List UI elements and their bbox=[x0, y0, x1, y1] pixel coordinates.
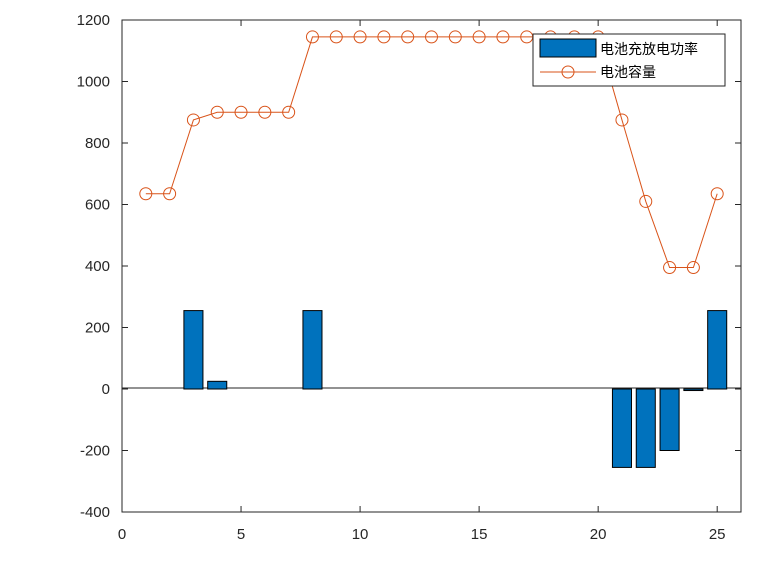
y-tick-label: 800 bbox=[85, 135, 110, 152]
line-marker bbox=[472, 30, 486, 44]
line-marker bbox=[425, 30, 438, 44]
y-tick-label: 200 bbox=[85, 320, 110, 337]
line-marker bbox=[448, 30, 462, 44]
line-marker bbox=[234, 105, 248, 119]
y-tick-label: 400 bbox=[85, 258, 110, 275]
line-marker bbox=[639, 194, 653, 208]
line-marker bbox=[210, 105, 224, 119]
line-marker bbox=[686, 261, 700, 275]
line-marker bbox=[139, 187, 153, 201]
y-tick-label: 1200 bbox=[77, 12, 110, 29]
bar bbox=[707, 310, 728, 390]
legend-label-capacity: 电池容量 bbox=[600, 64, 656, 81]
line-marker bbox=[615, 113, 629, 127]
line-marker bbox=[663, 261, 677, 275]
y-axis: -400 -200 0 200 400 600 800 1000 1200 bbox=[77, 12, 741, 521]
bar bbox=[207, 380, 228, 390]
bar bbox=[611, 388, 632, 468]
x-tick-label: 25 bbox=[709, 526, 726, 543]
y-tick-label: 1000 bbox=[77, 74, 110, 91]
bar bbox=[635, 388, 656, 468]
line-marker bbox=[258, 105, 272, 119]
line-marker bbox=[353, 30, 367, 44]
x-tick-label: 10 bbox=[352, 526, 369, 543]
legend-swatch-bar bbox=[539, 38, 597, 58]
line-marker bbox=[496, 30, 510, 44]
x-tick-label: 20 bbox=[590, 526, 607, 543]
line-marker bbox=[305, 30, 319, 44]
bar bbox=[659, 388, 680, 451]
line-marker bbox=[186, 113, 200, 127]
bar bbox=[302, 310, 323, 390]
legend-swatch-marker bbox=[561, 65, 575, 79]
line-marker bbox=[282, 105, 296, 119]
x-tick-label: 5 bbox=[237, 526, 245, 543]
legend: 电池充放电功率 电池容量 bbox=[532, 33, 726, 87]
line-marker bbox=[710, 187, 724, 201]
y-tick-label: 600 bbox=[85, 197, 110, 214]
legend-label-power: 电池充放电功率 bbox=[600, 41, 698, 58]
x-tick-label: 0 bbox=[118, 526, 126, 543]
line-marker bbox=[163, 187, 177, 201]
y-tick-label: 0 bbox=[102, 381, 110, 398]
line-marker bbox=[401, 30, 415, 44]
bar bbox=[183, 310, 204, 390]
y-tick-label: -400 bbox=[80, 504, 110, 521]
line-marker bbox=[329, 30, 343, 44]
x-axis: 0 5 10 15 20 25 bbox=[118, 20, 726, 543]
bar bbox=[683, 388, 704, 392]
line-marker bbox=[377, 30, 391, 44]
x-tick-label: 15 bbox=[471, 526, 488, 543]
y-tick-label: -200 bbox=[80, 443, 110, 460]
series-line bbox=[145, 36, 718, 269]
bar-series bbox=[183, 310, 728, 468]
